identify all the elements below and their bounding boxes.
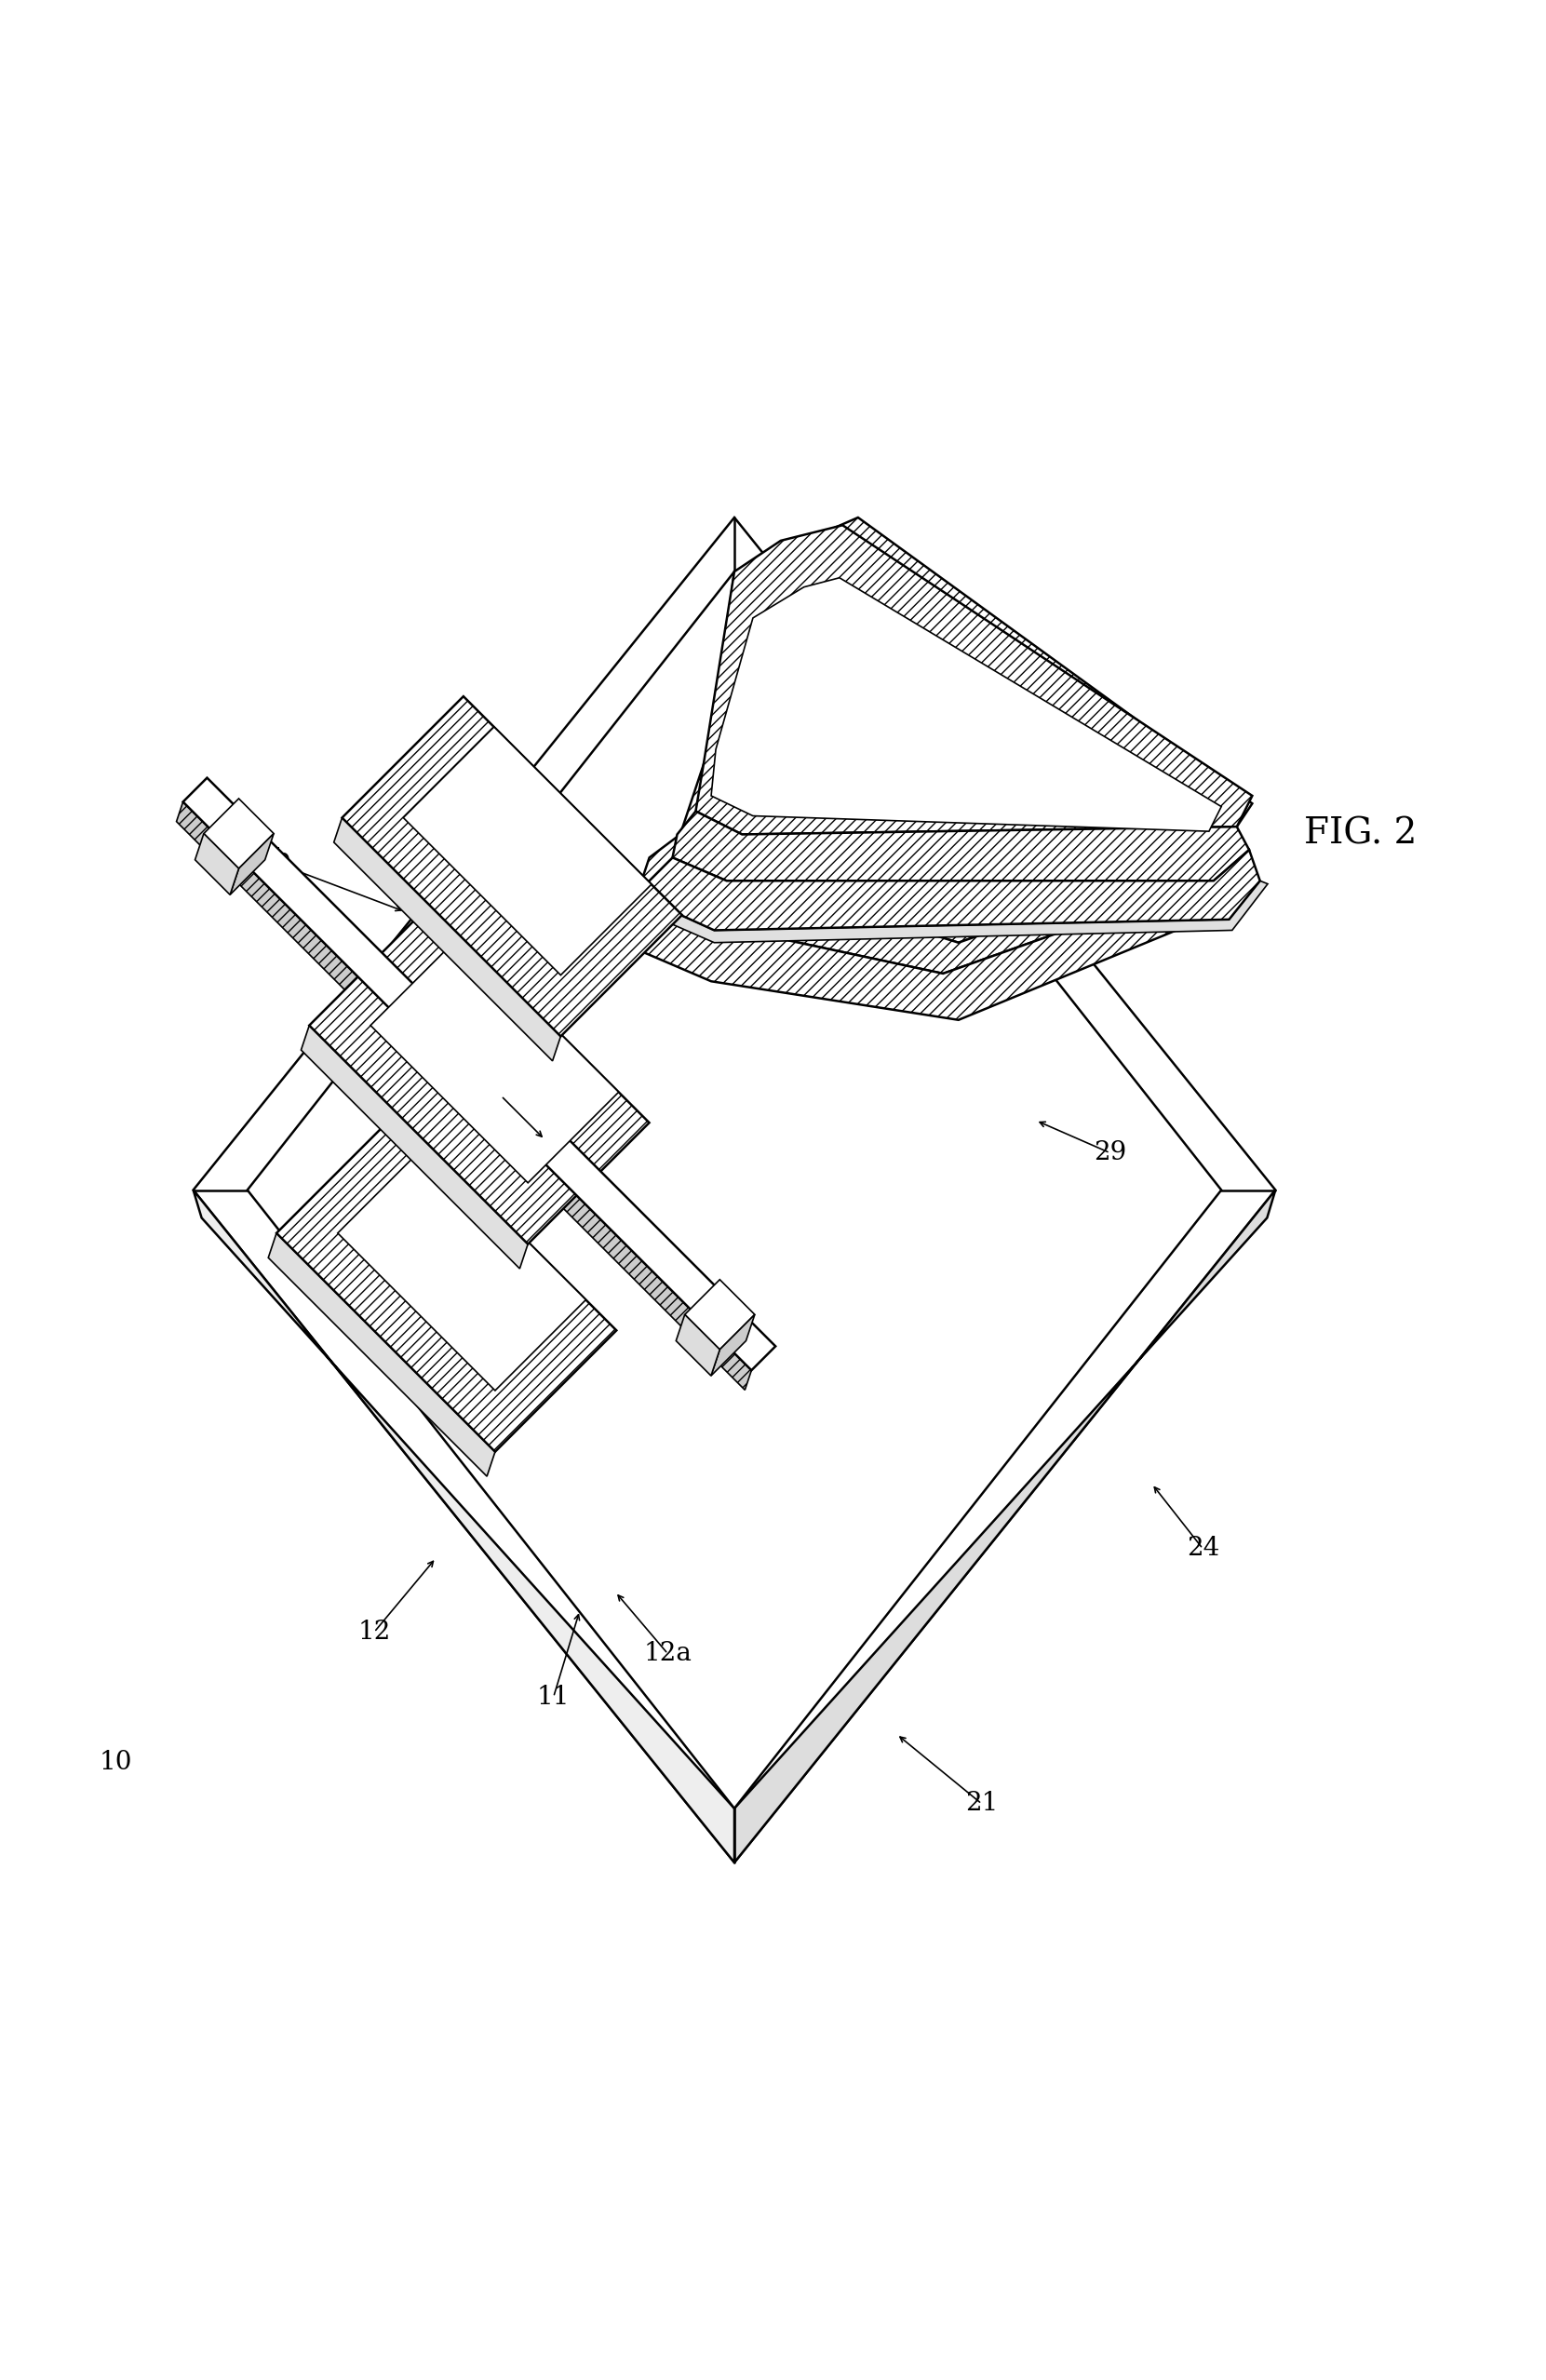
- Polygon shape: [230, 833, 274, 895]
- Polygon shape: [309, 904, 649, 1245]
- Polygon shape: [603, 881, 1221, 1021]
- Polygon shape: [646, 850, 1260, 931]
- Text: L: L: [569, 1073, 586, 1097]
- Polygon shape: [685, 1280, 754, 1349]
- Polygon shape: [182, 778, 776, 1371]
- Text: 11: 11: [536, 1685, 570, 1709]
- Polygon shape: [301, 1026, 527, 1269]
- Text: 12b: 12b: [241, 847, 291, 871]
- Polygon shape: [342, 697, 682, 1035]
- Text: 25: 25: [856, 619, 890, 643]
- Polygon shape: [334, 819, 561, 1061]
- Polygon shape: [176, 802, 751, 1390]
- Text: 27: 27: [911, 821, 945, 847]
- Polygon shape: [680, 516, 1252, 942]
- Polygon shape: [195, 833, 238, 895]
- Polygon shape: [193, 1190, 734, 1864]
- Text: 12: 12: [357, 1621, 391, 1645]
- Polygon shape: [269, 1233, 495, 1476]
- Polygon shape: [193, 516, 1275, 1864]
- Polygon shape: [700, 557, 1206, 928]
- Polygon shape: [247, 571, 1221, 1809]
- Polygon shape: [676, 1314, 720, 1376]
- Text: 12a: 12a: [643, 1642, 693, 1666]
- Text: 21: 21: [965, 1792, 999, 1816]
- Polygon shape: [277, 1111, 617, 1452]
- Polygon shape: [734, 1190, 1275, 1864]
- Polygon shape: [711, 578, 1221, 831]
- Polygon shape: [696, 526, 1252, 835]
- Text: 10: 10: [99, 1749, 133, 1775]
- Polygon shape: [404, 726, 651, 976]
- Text: 29: 29: [1093, 1140, 1127, 1166]
- Polygon shape: [204, 800, 274, 869]
- Text: 24: 24: [1186, 1535, 1220, 1561]
- Polygon shape: [673, 812, 1249, 881]
- Polygon shape: [640, 881, 1268, 942]
- Polygon shape: [642, 835, 1221, 973]
- Text: FIG. 2: FIG. 2: [1303, 816, 1418, 852]
- Polygon shape: [711, 1314, 754, 1376]
- Polygon shape: [337, 1142, 586, 1390]
- Polygon shape: [371, 935, 618, 1183]
